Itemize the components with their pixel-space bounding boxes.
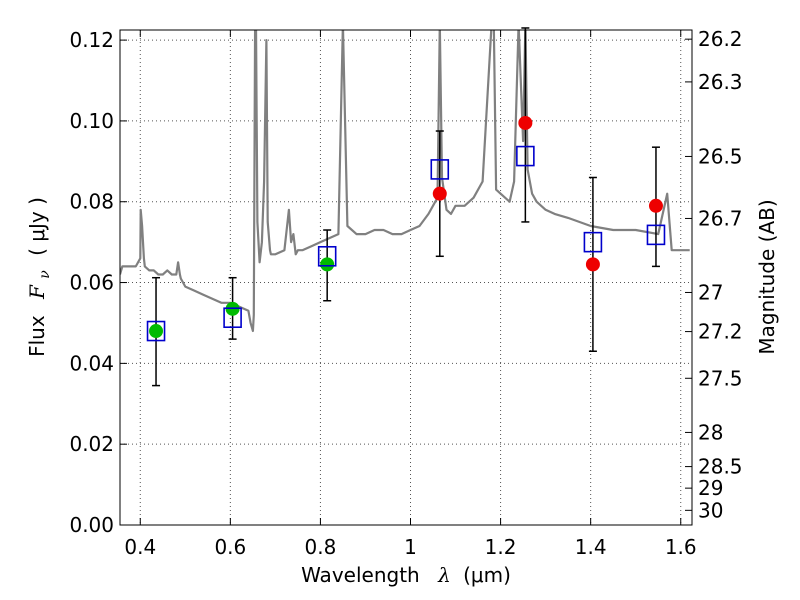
magnitude-tick-label: 28 bbox=[698, 420, 723, 444]
magnitude-tick-label: 27.2 bbox=[698, 320, 743, 344]
x-axis-label: Wavelength λ (μm) bbox=[301, 563, 511, 587]
x-axis-label-text: Wavelength bbox=[301, 563, 420, 587]
points-layer bbox=[146, 115, 666, 342]
magnitude-axis-label: Magnitude (AB) bbox=[755, 199, 779, 354]
y-axis-label-subscript: ν bbox=[37, 270, 53, 279]
magnitude-tick-label: 29 bbox=[698, 476, 723, 500]
model-spectrum-line bbox=[120, 30, 690, 333]
model-photometry-point bbox=[317, 245, 337, 267]
y-tick-label: 0.00 bbox=[69, 513, 114, 537]
x-tick-label: 1 bbox=[404, 535, 417, 559]
y-tick-label: 0.10 bbox=[69, 109, 114, 133]
model-photometry-point bbox=[223, 307, 242, 329]
observed-point bbox=[518, 115, 533, 130]
observed-point bbox=[149, 324, 164, 339]
y-axis-label: Flux F ν ( μJy ) bbox=[25, 197, 54, 357]
model-photometry-point bbox=[646, 224, 666, 246]
magnitude-tick-label: 26.5 bbox=[698, 144, 743, 168]
y-axis-label-text: Flux bbox=[25, 315, 49, 357]
model-spectrum-layer bbox=[120, 30, 690, 333]
magnitude-tick-label: 27.5 bbox=[698, 366, 743, 390]
tick-layer: 0.4 0.6 0.8 1 1.2 1.4 1.6 0.00 0.02 0.04 0.06 0.08 0… bbox=[69, 27, 742, 559]
x-tick-label: 0.4 bbox=[124, 535, 156, 559]
y-tick-label: 0.08 bbox=[69, 190, 114, 214]
plot-frame bbox=[119, 29, 693, 526]
x-axis-label-unit: (μm) bbox=[463, 563, 511, 587]
model-photometry-point bbox=[516, 145, 535, 167]
magnitude-tick-label: 27 bbox=[698, 280, 723, 304]
magnitude-tick-label: 26.2 bbox=[698, 27, 743, 51]
model-photometry-point bbox=[583, 231, 603, 253]
magnitude-tick-label: 26.7 bbox=[698, 206, 743, 230]
observed-point bbox=[432, 186, 447, 201]
y-tick-label: 0.12 bbox=[69, 28, 114, 52]
x-tick-label: 0.6 bbox=[214, 535, 246, 559]
x-tick-label: 1.2 bbox=[485, 535, 517, 559]
y-axis-label-unit: ( μJy ) bbox=[25, 197, 49, 256]
x-tick-label: 1.4 bbox=[575, 535, 607, 559]
magnitude-tick-label: 26.3 bbox=[698, 70, 743, 94]
y-axis-label-symbol: F bbox=[25, 284, 49, 300]
x-axis-label-symbol: λ bbox=[437, 563, 451, 587]
y-tick-label: 0.02 bbox=[69, 432, 114, 456]
observed-point bbox=[648, 198, 663, 213]
y-tick-label: 0.06 bbox=[69, 271, 114, 295]
magnitude-tick-label: 30 bbox=[698, 498, 723, 522]
model-photometry-point bbox=[430, 159, 450, 180]
model-photometry-point bbox=[146, 320, 166, 342]
observed-point bbox=[320, 257, 335, 272]
y-tick-label: 0.04 bbox=[69, 351, 114, 375]
magnitude-tick-label: 28.5 bbox=[698, 455, 743, 479]
observed-point bbox=[585, 257, 600, 272]
x-tick-label: 1.6 bbox=[665, 535, 697, 559]
x-tick-label: 0.8 bbox=[305, 535, 337, 559]
